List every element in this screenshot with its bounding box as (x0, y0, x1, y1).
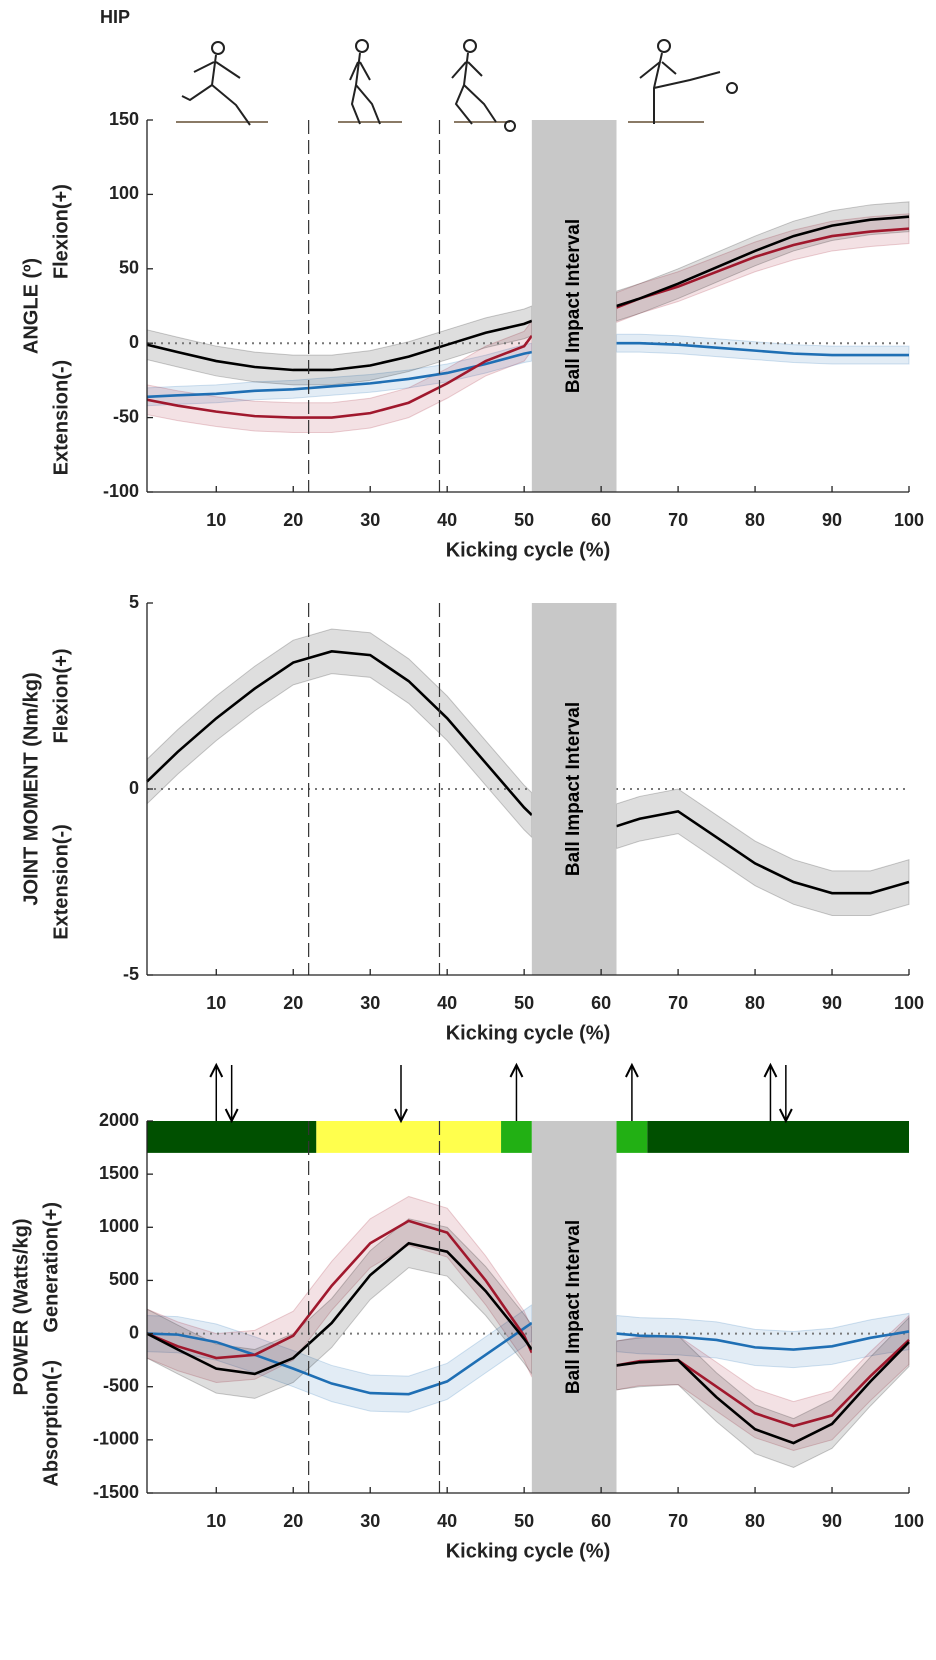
series-line (146, 341, 909, 399)
x-tick-label: 90 (822, 993, 842, 1013)
y-axis-label-negative: Absorption(-) (40, 1360, 62, 1487)
y-axis-label: ANGLE (º) (20, 258, 42, 354)
x-tick-label: 70 (668, 1511, 688, 1531)
arrow-head (209, 1062, 224, 1078)
x-tick-label: 80 (745, 1511, 765, 1531)
sd-band (616, 213, 910, 324)
figure-contact (451, 39, 516, 132)
x-tick-label: 10 (206, 510, 226, 530)
y-tick-label: 150 (109, 109, 139, 129)
kick-illustrations (176, 39, 738, 132)
x-axis-label: Kicking cycle (%) (446, 1540, 611, 1562)
figure-follow (628, 39, 738, 124)
x-axis-label: Kicking cycle (%) (446, 539, 611, 561)
x-tick-label: 20 (283, 993, 303, 1013)
arrow-head (778, 1108, 793, 1124)
x-tick-label: 60 (591, 510, 611, 530)
x-tick-label: 30 (360, 510, 380, 530)
y-axis-label-positive: Generation(+) (40, 1202, 62, 1333)
phase-segment (147, 1121, 317, 1153)
x-tick-label: 10 (206, 1511, 226, 1531)
y-axis-label-positive: Flexion(+) (50, 648, 72, 743)
y-axis-label: JOINT MOMENT (Nm/kg) (20, 672, 42, 905)
x-tick-label: 100 (894, 1511, 924, 1531)
y-tick-label: 50 (119, 258, 139, 278)
x-tick-label: 90 (822, 1511, 842, 1531)
y-tick-label: -100 (103, 481, 139, 501)
x-tick-label: 70 (668, 510, 688, 530)
x-tick-label: 10 (206, 993, 226, 1013)
x-axis-label: Kicking cycle (%) (446, 1022, 611, 1044)
x-tick-label: 20 (283, 1511, 303, 1531)
impact-label: Ball Impact Interval (563, 1220, 584, 1394)
y-tick-label: 1500 (99, 1163, 139, 1183)
impact-interval (531, 1121, 617, 1493)
sd-band (616, 1316, 910, 1469)
phase-segment (647, 1121, 909, 1153)
impact-label: Ball Impact Interval (563, 219, 584, 393)
arrow-head (763, 1062, 778, 1078)
sd-band (616, 1312, 910, 1369)
x-tick-label: 40 (437, 993, 457, 1013)
x-tick-label: 60 (591, 993, 611, 1013)
arrow-head (224, 1108, 239, 1124)
x-tick-label: 40 (437, 1511, 457, 1531)
y-tick-label: -500 (103, 1375, 139, 1395)
y-tick-label: -1000 (93, 1429, 139, 1449)
arrow-head (509, 1062, 524, 1078)
y-tick-label: 1000 (99, 1216, 139, 1236)
series-line (146, 1241, 910, 1445)
y-tick-label: 0 (129, 778, 139, 798)
sd-band (616, 333, 910, 365)
y-tick-label: 500 (109, 1269, 139, 1289)
x-tick-label: 100 (894, 993, 924, 1013)
x-tick-label: 50 (514, 993, 534, 1013)
x-tick-label: 50 (514, 510, 534, 530)
arrow-head (625, 1062, 639, 1078)
y-axis-label-positive: Flexion(+) (50, 184, 72, 279)
x-tick-label: 50 (514, 1511, 534, 1531)
impact-interval (531, 120, 617, 492)
x-tick-label: 90 (822, 510, 842, 530)
phase-segment (616, 1121, 648, 1153)
figure-run (176, 41, 268, 126)
x-tick-label: 30 (360, 993, 380, 1013)
phase-segment (501, 1121, 532, 1153)
y-axis-label-negative: Extension(-) (50, 360, 72, 476)
x-tick-label: 80 (745, 510, 765, 530)
sd-band (616, 201, 910, 322)
x-tick-label: 80 (745, 993, 765, 1013)
arrow-head (394, 1108, 408, 1124)
series-line (146, 1321, 910, 1396)
sd-band (616, 1314, 910, 1452)
figure-title: HIP (100, 7, 130, 27)
x-tick-label: 40 (437, 510, 457, 530)
x-tick-label: 60 (591, 1511, 611, 1531)
phase-segment (316, 1121, 502, 1153)
y-axis-label-negative: Extension(-) (50, 824, 72, 940)
x-tick-label: 100 (894, 510, 924, 530)
x-tick-label: 20 (283, 510, 303, 530)
series-line (146, 650, 910, 895)
y-tick-label: -50 (113, 406, 139, 426)
sd-band (146, 628, 533, 839)
y-tick-label: 0 (129, 1322, 139, 1342)
y-axis-label: POWER (Watts/kg) (10, 1218, 32, 1395)
y-tick-label: 0 (129, 332, 139, 352)
sd-band (616, 788, 910, 916)
y-tick-label: 100 (109, 183, 139, 203)
series-line (146, 215, 910, 372)
impact-label: Ball Impact Interval (563, 702, 584, 876)
y-tick-label: -5 (123, 964, 139, 984)
y-tick-label: 2000 (99, 1110, 139, 1130)
x-tick-label: 70 (668, 993, 688, 1013)
impact-interval (531, 603, 617, 975)
y-tick-label: -1500 (93, 1482, 139, 1502)
y-tick-label: 5 (129, 592, 139, 612)
figure-plant (338, 39, 402, 125)
x-tick-label: 30 (360, 1511, 380, 1531)
